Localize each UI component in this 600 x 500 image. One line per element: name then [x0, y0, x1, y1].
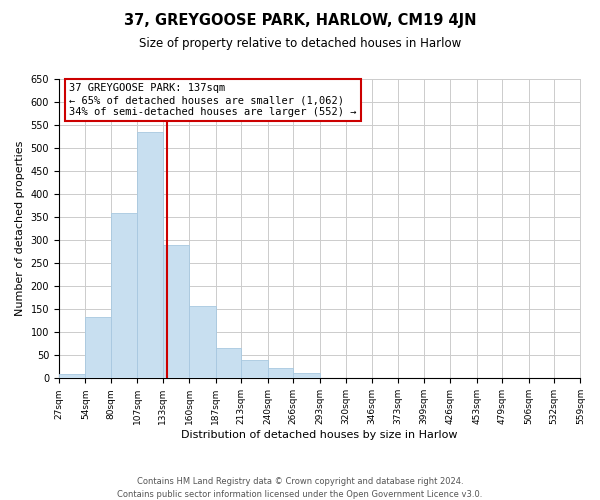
- Bar: [111, 214, 137, 378]
- Bar: [268, 368, 293, 378]
- Bar: [216, 348, 241, 378]
- X-axis label: Distribution of detached houses by size in Harlow: Distribution of detached houses by size …: [181, 430, 458, 440]
- Bar: [137, 132, 163, 378]
- Bar: [85, 317, 111, 378]
- Text: 37 GREYGOOSE PARK: 137sqm
← 65% of detached houses are smaller (1,062)
34% of se: 37 GREYGOOSE PARK: 137sqm ← 65% of detac…: [70, 84, 357, 116]
- Bar: [59, 374, 85, 378]
- Text: Size of property relative to detached houses in Harlow: Size of property relative to detached ho…: [139, 38, 461, 51]
- Text: Contains public sector information licensed under the Open Government Licence v3: Contains public sector information licen…: [118, 490, 482, 499]
- Text: 37, GREYGOOSE PARK, HARLOW, CM19 4JN: 37, GREYGOOSE PARK, HARLOW, CM19 4JN: [124, 12, 476, 28]
- Bar: [241, 360, 268, 378]
- Bar: [163, 245, 190, 378]
- Bar: [190, 306, 216, 378]
- Bar: [293, 374, 320, 378]
- Y-axis label: Number of detached properties: Number of detached properties: [15, 141, 25, 316]
- Text: Contains HM Land Registry data © Crown copyright and database right 2024.: Contains HM Land Registry data © Crown c…: [137, 478, 463, 486]
